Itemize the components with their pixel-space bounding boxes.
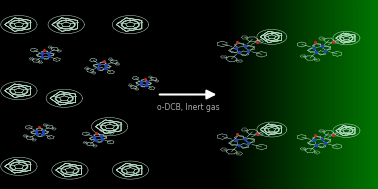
Bar — [340, 0, 343, 189]
Bar — [244, 0, 246, 189]
Bar — [310, 0, 313, 189]
Bar — [263, 0, 265, 189]
Bar — [306, 0, 309, 189]
Bar — [227, 0, 229, 189]
Text: o-DCB, Inert gas: o-DCB, Inert gas — [157, 103, 219, 112]
Bar — [325, 0, 328, 189]
Bar — [284, 0, 286, 189]
Bar — [272, 0, 275, 189]
Bar — [274, 0, 277, 189]
Bar — [259, 0, 262, 189]
Bar — [236, 0, 239, 189]
Bar — [376, 0, 378, 189]
Bar — [338, 0, 341, 189]
Bar — [293, 0, 296, 189]
Bar — [232, 0, 235, 189]
Bar — [363, 0, 366, 189]
Bar — [261, 0, 263, 189]
Bar — [367, 0, 369, 189]
Bar — [249, 0, 252, 189]
Bar — [361, 0, 364, 189]
Bar — [291, 0, 294, 189]
Bar — [278, 0, 280, 189]
Bar — [248, 0, 250, 189]
Bar — [308, 0, 311, 189]
Bar — [357, 0, 360, 189]
Bar — [329, 0, 332, 189]
Bar — [246, 0, 248, 189]
Bar — [333, 0, 335, 189]
Bar — [242, 0, 245, 189]
Bar — [327, 0, 330, 189]
Bar — [359, 0, 362, 189]
Bar — [255, 0, 258, 189]
Bar — [253, 0, 256, 189]
Bar — [369, 0, 371, 189]
Bar — [353, 0, 356, 189]
Bar — [312, 0, 314, 189]
Bar — [301, 0, 303, 189]
Bar — [318, 0, 320, 189]
Bar — [280, 0, 282, 189]
Bar — [319, 0, 322, 189]
Bar — [346, 0, 349, 189]
Bar — [299, 0, 301, 189]
Bar — [350, 0, 352, 189]
Bar — [282, 0, 284, 189]
Bar — [335, 0, 337, 189]
Bar — [365, 0, 367, 189]
Bar — [270, 0, 273, 189]
Bar — [331, 0, 333, 189]
Bar — [316, 0, 318, 189]
Bar — [336, 0, 339, 189]
Bar — [231, 0, 233, 189]
Bar — [257, 0, 260, 189]
Bar — [323, 0, 326, 189]
Bar — [276, 0, 279, 189]
Bar — [355, 0, 358, 189]
Bar — [374, 0, 377, 189]
Bar — [268, 0, 271, 189]
Bar — [344, 0, 347, 189]
Bar — [304, 0, 307, 189]
Bar — [314, 0, 316, 189]
Bar — [234, 0, 237, 189]
Bar — [321, 0, 324, 189]
Bar — [265, 0, 267, 189]
Bar — [266, 0, 269, 189]
Bar — [372, 0, 375, 189]
Bar — [285, 0, 288, 189]
Bar — [238, 0, 241, 189]
Bar — [348, 0, 350, 189]
Bar — [229, 0, 231, 189]
Bar — [302, 0, 305, 189]
Bar — [289, 0, 292, 189]
Bar — [342, 0, 345, 189]
Bar — [295, 0, 297, 189]
Bar — [240, 0, 243, 189]
Bar — [352, 0, 354, 189]
Bar — [297, 0, 299, 189]
Bar — [251, 0, 254, 189]
Bar — [370, 0, 373, 189]
Bar — [287, 0, 290, 189]
